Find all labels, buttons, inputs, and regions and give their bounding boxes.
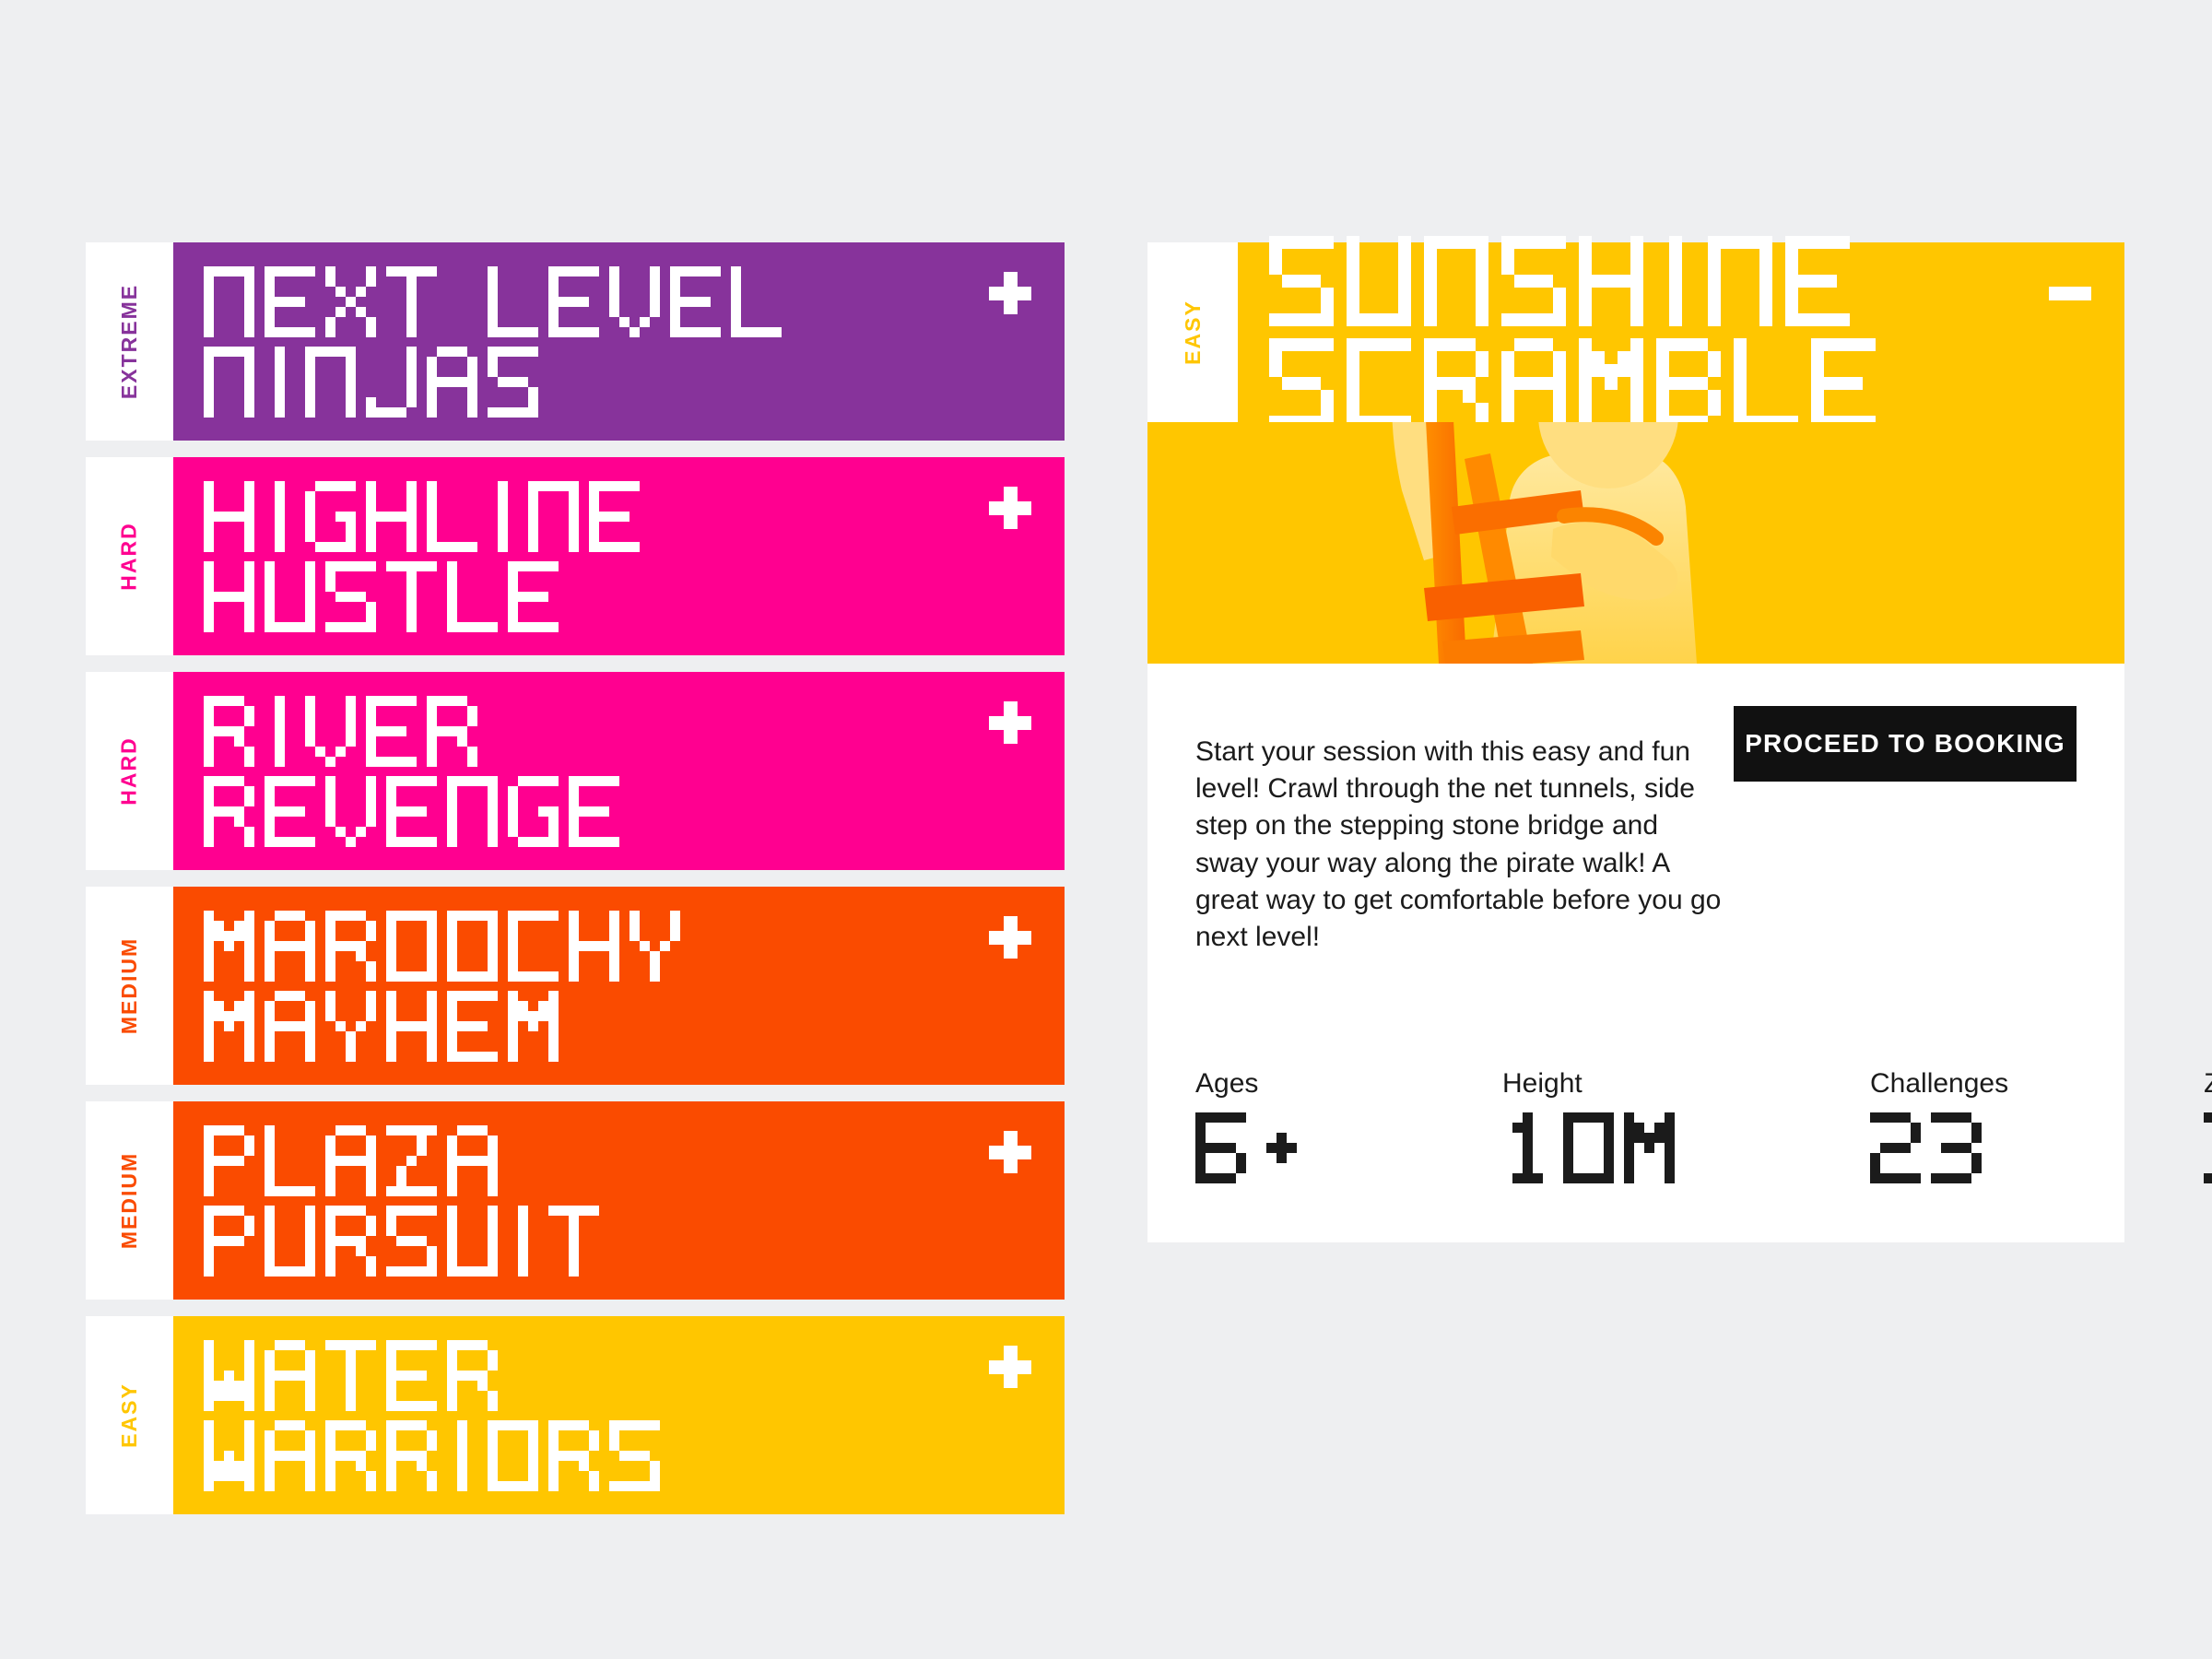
level-stats-row: Ages Height Challenges Ziplines — [1195, 1068, 2212, 1184]
title-line — [204, 560, 640, 632]
detail-card-title — [1269, 236, 1876, 429]
difficulty-label: MEDIUM — [117, 936, 141, 1035]
detail-top-block: Start your session with this easy and fu… — [1195, 706, 2077, 983]
title-line — [204, 1419, 660, 1491]
accordion-row[interactable]: HARD — [86, 672, 1065, 870]
difficulty-label: HARD — [116, 522, 141, 591]
plus-bar-vertical — [1004, 701, 1018, 744]
hero-image — [1147, 422, 2124, 664]
stat-value — [2204, 1112, 2212, 1184]
hero-photo-duotone — [1147, 422, 2124, 664]
title-line — [204, 1205, 599, 1277]
proceed-to-booking-button[interactable]: PROCEED TO BOOKING — [1734, 706, 2077, 782]
plus-icon[interactable] — [989, 916, 1031, 959]
stat-item: Ziplines — [2204, 1068, 2212, 1184]
difficulty-tab: EASY — [86, 1316, 173, 1514]
difficulty-label: EASY — [116, 1382, 141, 1448]
level-title — [204, 265, 782, 418]
accordion-row[interactable]: MEDIUM — [86, 1101, 1065, 1300]
title-line — [204, 1124, 599, 1196]
plus-icon[interactable] — [989, 272, 1031, 314]
plus-icon[interactable] — [989, 701, 1031, 744]
level-title — [204, 1124, 599, 1277]
stat-item: Height — [1502, 1068, 1675, 1184]
accordion-row[interactable]: EASY — [86, 1316, 1065, 1514]
stat-label: Challenges — [1870, 1068, 2009, 1100]
level-row-body[interactable] — [173, 242, 1065, 441]
detail-card-content: Start your session with this easy and fu… — [1147, 664, 2212, 1242]
plus-bar-vertical — [1004, 916, 1018, 959]
title-line — [204, 480, 640, 552]
plus-icon[interactable] — [989, 1131, 1031, 1173]
level-title — [204, 480, 640, 632]
accordion-row[interactable]: HARD — [86, 457, 1065, 655]
title-line — [1269, 236, 1876, 326]
detail-difficulty-tab: EASY — [1147, 242, 1238, 422]
level-row-body[interactable] — [173, 1316, 1065, 1514]
level-row-body[interactable] — [173, 672, 1065, 870]
stat-label: Ziplines — [2204, 1068, 2212, 1100]
plus-bar-vertical — [1004, 1346, 1018, 1388]
stat-item: Ages — [1195, 1068, 1307, 1184]
stat-value — [1502, 1112, 1675, 1184]
plus-bar-vertical — [1004, 487, 1018, 529]
title-line — [204, 1339, 660, 1411]
title-line — [1269, 338, 1876, 429]
title-line — [204, 265, 782, 337]
level-title — [204, 1339, 660, 1491]
stat-item: Challenges — [1870, 1068, 2009, 1184]
stat-value — [1870, 1112, 2008, 1184]
difficulty-tab: HARD — [86, 672, 173, 870]
stat-value — [1195, 1112, 1307, 1184]
level-description: Start your session with this easy and fu… — [1195, 736, 1722, 952]
difficulty-tab: HARD — [86, 457, 173, 655]
stat-label: Ages — [1195, 1068, 1259, 1100]
levels-accordion-list: EXTREME HARD HARD MEDIUM MEDIUM EASY — [86, 242, 1065, 1531]
level-row-body[interactable] — [173, 457, 1065, 655]
title-line — [204, 990, 680, 1062]
title-line — [204, 910, 680, 982]
title-line — [204, 775, 619, 847]
difficulty-tab: EXTREME — [86, 242, 173, 441]
detail-difficulty-label: EASY — [1180, 300, 1205, 365]
difficulty-tab: MEDIUM — [86, 887, 173, 1085]
plus-bar-vertical — [1004, 272, 1018, 314]
difficulty-tab: MEDIUM — [86, 1101, 173, 1300]
detail-card-header[interactable]: EASY — [1147, 236, 2124, 429]
accordion-row[interactable]: EXTREME — [86, 242, 1065, 441]
difficulty-label: EXTREME — [117, 283, 141, 400]
detail-title-area[interactable] — [1238, 236, 2124, 429]
level-row-body[interactable] — [173, 1101, 1065, 1300]
level-detail-card: EASY — [1147, 236, 2212, 1243]
level-row-body[interactable] — [173, 887, 1065, 1085]
plus-bar-vertical — [1004, 1131, 1018, 1173]
minus-bar — [2049, 287, 2091, 300]
level-title — [204, 910, 680, 1062]
minus-icon[interactable] — [2049, 272, 2091, 314]
accordion-row[interactable]: MEDIUM — [86, 887, 1065, 1085]
difficulty-label: MEDIUM — [117, 1151, 141, 1250]
title-line — [204, 346, 782, 418]
stat-label: Height — [1502, 1068, 1583, 1100]
title-line — [204, 695, 619, 767]
plus-icon[interactable] — [989, 487, 1031, 529]
difficulty-label: HARD — [116, 736, 141, 806]
level-title — [204, 695, 619, 847]
plus-icon[interactable] — [989, 1346, 1031, 1388]
